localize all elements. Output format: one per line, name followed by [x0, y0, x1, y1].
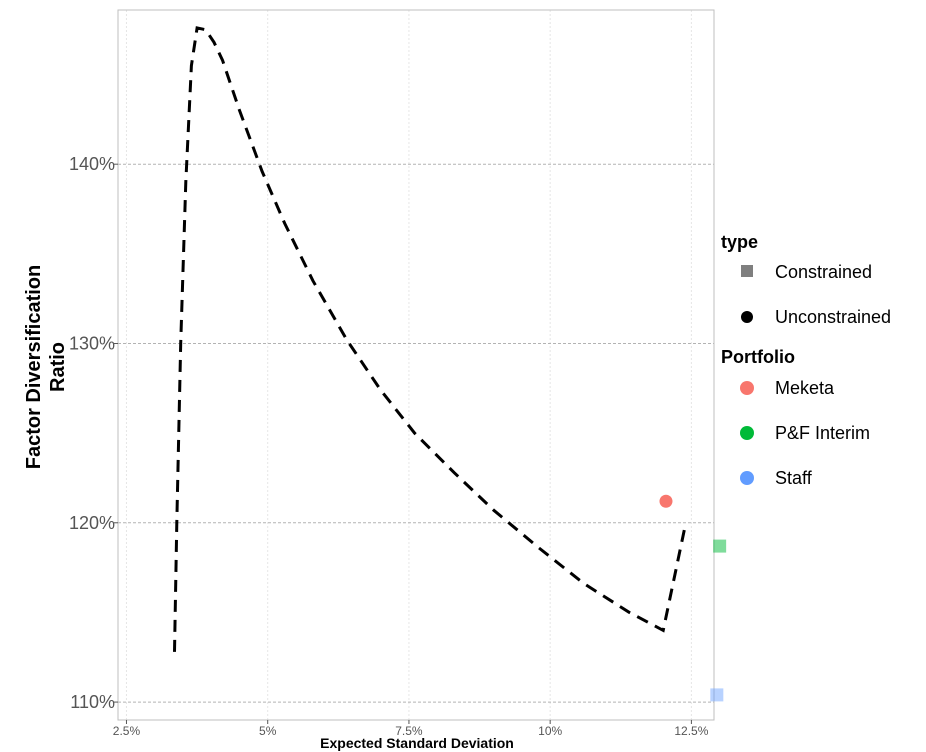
y-tick-label: 140%: [69, 154, 115, 174]
y-tick-label: 120%: [69, 513, 115, 533]
legend-label-unconstrained: Unconstrained: [775, 307, 891, 327]
point-p-f-interim: [713, 540, 726, 553]
legend-label-pf-interim: P&F Interim: [775, 423, 870, 443]
legend-title-type: type: [721, 232, 758, 252]
x-tick-label: 5%: [259, 724, 277, 738]
x-tick-label: 12.5%: [674, 724, 708, 738]
point-meketa: [659, 495, 672, 508]
legend-key-pf-interim: [740, 426, 754, 440]
legend-label-meketa: Meketa: [775, 378, 835, 398]
grid-lines: [118, 10, 714, 720]
x-tick-label: 10%: [538, 724, 562, 738]
legend-key-meketa: [740, 381, 754, 395]
legend-key-staff: [740, 471, 754, 485]
x-tick-label: 2.5%: [113, 724, 141, 738]
frontier-line: [175, 28, 686, 652]
y-tick-label: 110%: [70, 692, 115, 712]
legend-label-staff: Staff: [775, 468, 813, 488]
point-staff: [710, 688, 723, 701]
y-tick-label: 130%: [69, 333, 115, 353]
y-axis-ticks: 110% 120% 130% 140%: [69, 154, 118, 712]
legend: type Constrained Unconstrained Portfolio…: [721, 232, 891, 488]
legend-key-unconstrained: [741, 311, 753, 323]
x-axis-title: Expected Standard Deviation: [320, 735, 514, 751]
plot-panel-border: [118, 10, 714, 720]
y-axis-title-line-1: Factor Diversification: [23, 265, 45, 470]
legend-title-portfolio: Portfolio: [721, 347, 795, 367]
legend-label-constrained: Constrained: [775, 262, 872, 282]
y-axis-title: Factor Diversification Ratio: [23, 265, 69, 470]
y-axis-title-line-2: Ratio: [47, 342, 69, 392]
legend-key-constrained: [741, 265, 753, 277]
